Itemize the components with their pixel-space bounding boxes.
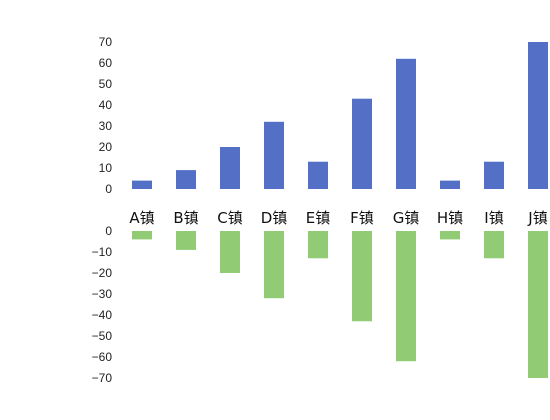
top-bars	[132, 42, 548, 189]
category-label: E镇	[306, 209, 330, 227]
bottom-bar	[308, 231, 328, 259]
category-label: D镇	[261, 209, 288, 227]
category-label: B镇	[173, 209, 198, 227]
bottom-y-tick-label: −20	[92, 266, 113, 280]
top-bar	[396, 58, 416, 189]
bottom-bar	[132, 231, 152, 240]
bottom-y-tick-label: −50	[92, 329, 113, 343]
bottom-y-tick-label: −70	[92, 371, 113, 385]
top-bar	[528, 42, 548, 189]
bottom-bar	[484, 231, 504, 259]
top-y-tick-label: 40	[99, 98, 113, 112]
bottom-y-axis-ticks: 0 −10 −20 −30 −40 −50 −60 −70	[92, 224, 113, 385]
bottom-y-tick-label: −40	[92, 308, 113, 322]
top-y-tick-label: 70	[99, 35, 113, 49]
category-label: H镇	[437, 209, 463, 227]
top-bar	[440, 180, 460, 189]
bottom-bars	[132, 231, 548, 378]
top-y-tick-label: 60	[99, 56, 113, 70]
top-bar	[352, 98, 372, 189]
category-label: I镇	[484, 209, 503, 227]
bottom-y-tick-label: −30	[92, 287, 113, 301]
top-y-tick-label: 50	[99, 77, 113, 91]
bottom-y-tick-label: 0	[105, 224, 112, 238]
bottom-bar	[528, 231, 548, 378]
top-bar	[132, 180, 152, 189]
top-bar	[484, 161, 504, 189]
bottom-bar	[176, 231, 196, 250]
category-label: J镇	[527, 209, 547, 227]
category-labels: A镇 B镇 C镇 D镇 E镇 F镇 G镇 H镇 I镇 J镇	[129, 209, 547, 227]
top-bar	[264, 121, 284, 189]
top-y-tick-label: 30	[99, 119, 113, 133]
category-label: G镇	[393, 209, 420, 227]
bottom-bar	[220, 231, 240, 273]
bottom-y-tick-label: −60	[92, 350, 113, 364]
bottom-bar	[396, 231, 416, 362]
top-y-tick-label: 0	[105, 182, 112, 196]
top-y-tick-label: 10	[99, 161, 113, 175]
top-y-tick-label: 20	[99, 140, 113, 154]
top-y-axis-ticks: 0 10 20 30 40 50 60 70	[99, 35, 113, 196]
category-label: A镇	[129, 209, 154, 227]
top-bar	[176, 170, 196, 189]
top-bar	[308, 161, 328, 189]
bottom-bar	[440, 231, 460, 240]
bottom-y-tick-label: −10	[92, 245, 113, 259]
bottom-bar	[264, 231, 284, 299]
bottom-bar	[352, 231, 372, 322]
category-label: F镇	[350, 209, 374, 227]
top-bar	[220, 147, 240, 189]
category-label: C镇	[217, 209, 242, 227]
